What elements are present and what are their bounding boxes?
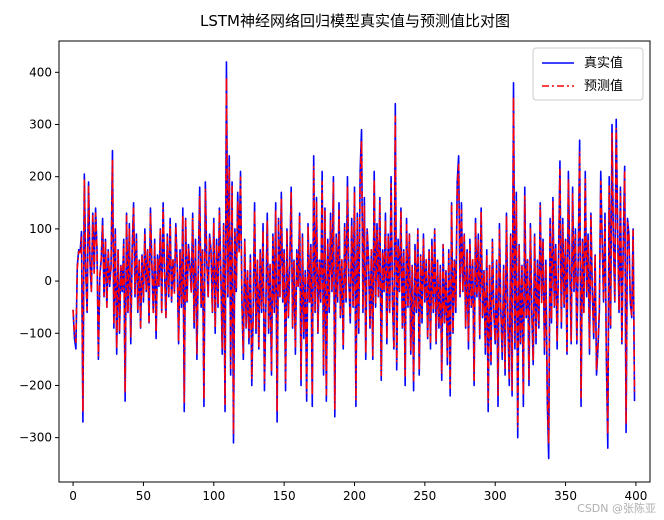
x-tick-label: 50 [136,489,151,503]
axis-layer: 0 50 100 150 200 250 300 350 400 −300 −200 −100 0 100… [19,65,647,503]
chart-title: LSTM神经网络回归模型真实值与预测值比对图 [200,12,510,30]
y-tick-label: −300 [19,431,52,445]
y-tick-label: 200 [29,170,52,184]
y-tick-label: 100 [29,222,52,236]
y-tick-label: −200 [19,378,52,392]
x-tick-label: 250 [413,489,436,503]
y-tick-label: 300 [29,118,52,132]
legend: 真实值 预测值 [532,47,644,101]
x-tick-label: 400 [624,489,647,503]
x-tick-label: 200 [343,489,366,503]
watermark: CSDN @张陈亚 [577,502,656,515]
legend-label-true: 真实值 [584,55,623,71]
y-tick-label: −100 [19,326,52,340]
series-layer [72,61,636,460]
legend-box [532,47,644,101]
x-tick-label: 0 [69,489,77,503]
x-tick-label: 100 [202,489,225,503]
y-tick-label: 0 [44,274,52,288]
y-tick-label: 400 [29,65,52,79]
series-line-pred [72,76,636,445]
x-tick-label: 150 [273,489,296,503]
x-tick-label: 350 [554,489,577,503]
x-tick-label: 300 [484,489,507,503]
legend-label-pred: 预测值 [584,78,623,94]
